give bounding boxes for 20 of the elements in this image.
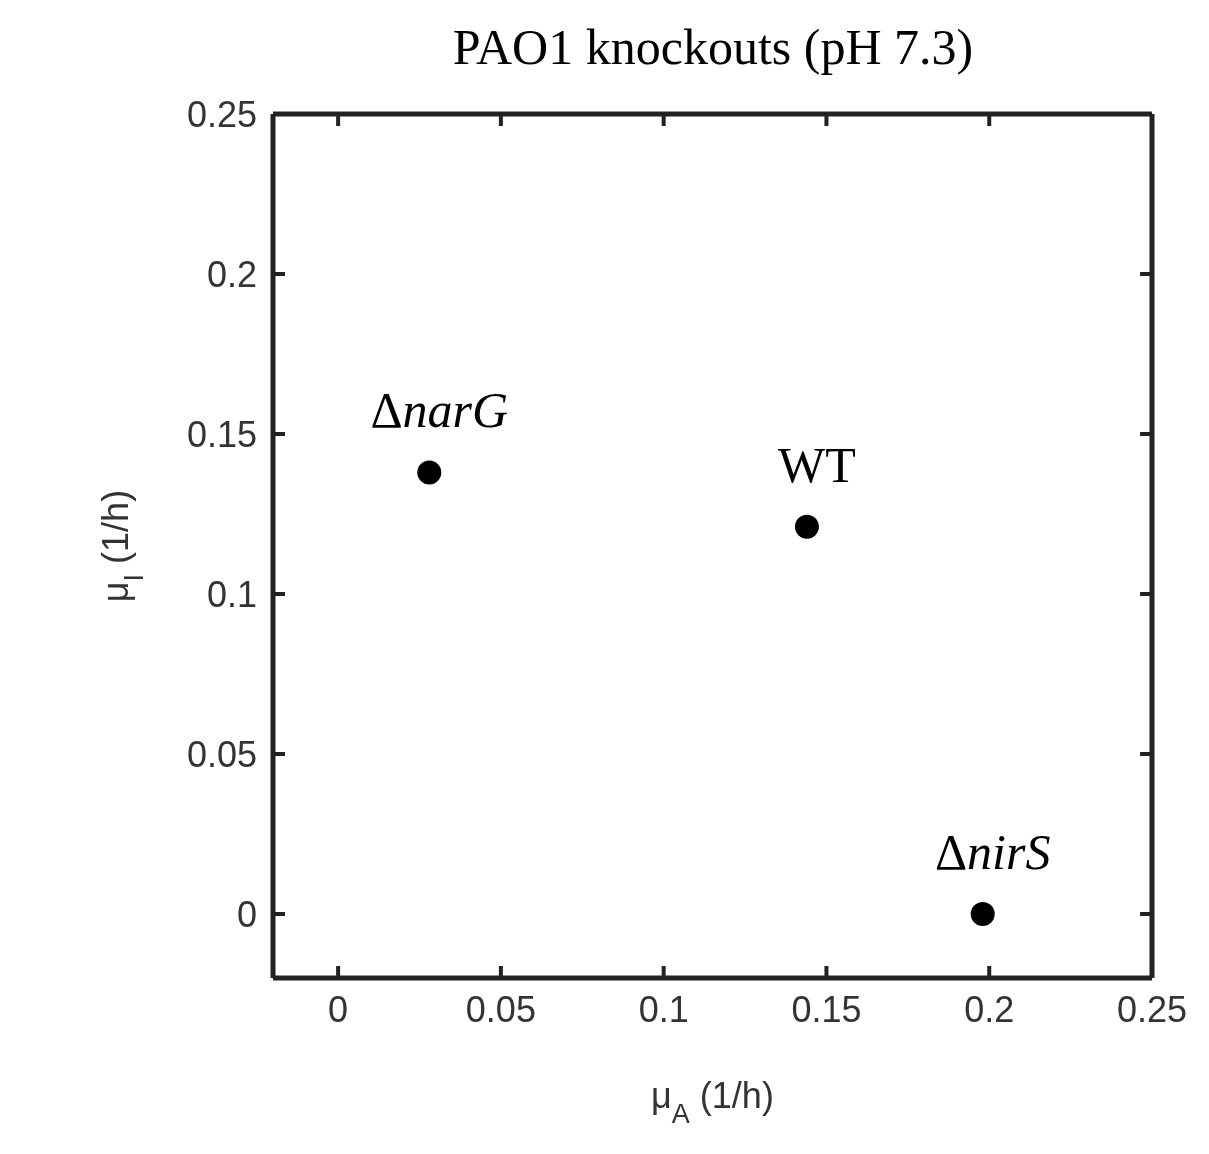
x-axis-title: μ$_{A}$ (1/h) [651, 1075, 774, 1129]
y-tick-label: 0.2 [206, 253, 257, 295]
point [970, 902, 995, 926]
x-tick-label: 0.1 [638, 988, 689, 1030]
x-tick-label: 0 [328, 988, 349, 1030]
x-tick-label: 0.05 [465, 988, 536, 1030]
annotation: ΔnirS [934, 824, 1051, 880]
chart-title: PAO1 knockouts (pH 7.3) [451, 18, 975, 76]
y-tick-label: 0.05 [186, 733, 257, 775]
x-tick-label: 0.2 [964, 988, 1015, 1030]
annotation: WT [778, 436, 856, 493]
x-tick-label: 0.15 [791, 988, 862, 1030]
y-tick-label: 0 [236, 893, 257, 935]
y-tick-label: 0.1 [206, 573, 257, 615]
y-tick-label: 0.15 [186, 413, 257, 455]
annotation: ΔnarG [370, 382, 509, 439]
y-tick-label: 0.25 [186, 93, 257, 135]
point [794, 514, 819, 539]
point [417, 460, 442, 485]
x-tick-label: 0.25 [1116, 988, 1188, 1030]
